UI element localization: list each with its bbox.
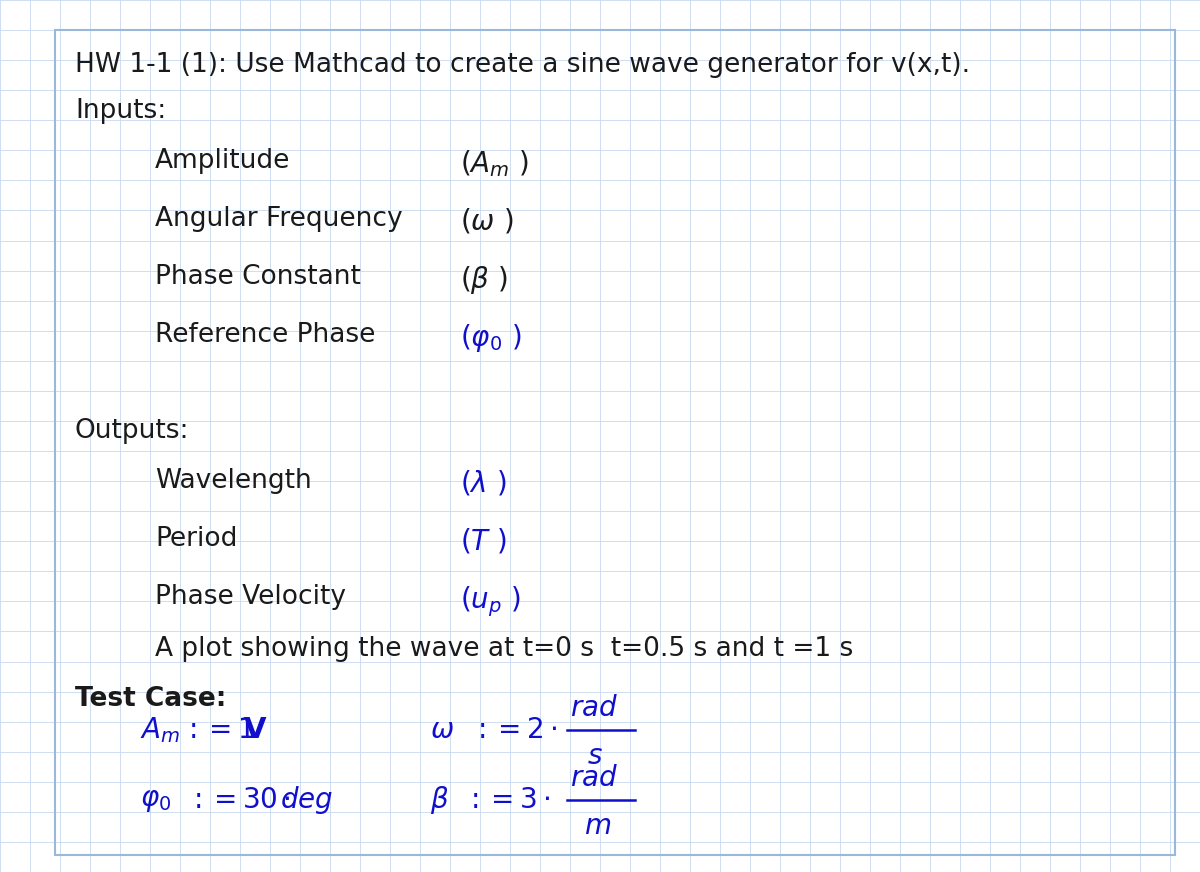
Text: HW 1-1 (1): Use Mathcad to create a sine wave generator for v(x,t).: HW 1-1 (1): Use Mathcad to create a sine… xyxy=(74,52,970,78)
Text: $\mathbf{\mathit{s}}$: $\mathbf{\mathit{s}}$ xyxy=(587,742,602,770)
Text: Inputs:: Inputs: xyxy=(74,98,167,124)
Text: $\mathbf{V}$: $\mathbf{V}$ xyxy=(242,716,268,744)
Text: $( \beta\ )$: $( \beta\ )$ xyxy=(460,264,508,296)
Text: Phase Constant: Phase Constant xyxy=(155,264,361,290)
Text: $( u_p\ )$: $( u_p\ )$ xyxy=(460,584,521,618)
Text: Outputs:: Outputs: xyxy=(74,418,190,444)
Text: $:= 2\cdot$: $:= 2\cdot$ xyxy=(472,716,557,744)
Text: $\mathbf{\mathit{rad}}$: $\mathbf{\mathit{rad}}$ xyxy=(570,764,618,792)
Text: $A_m$: $A_m$ xyxy=(140,715,180,745)
Text: $\mathbf{\mathit{deg}}$: $\mathbf{\mathit{deg}}$ xyxy=(280,784,334,816)
Text: $\varphi_0$: $\varphi_0$ xyxy=(140,786,172,814)
Text: $( A_m\ )$: $( A_m\ )$ xyxy=(460,148,529,179)
Text: Amplitude: Amplitude xyxy=(155,148,290,174)
Text: Period: Period xyxy=(155,526,238,552)
Text: $( \varphi_0\ )$: $( \varphi_0\ )$ xyxy=(460,322,522,354)
Text: $( \lambda\ )$: $( \lambda\ )$ xyxy=(460,468,506,497)
Text: $\mathbf{\mathit{rad}}$: $\mathbf{\mathit{rad}}$ xyxy=(570,694,618,722)
Text: $:= 3\cdot$: $:= 3\cdot$ xyxy=(466,786,550,814)
Text: $( T\ )$: $( T\ )$ xyxy=(460,526,508,555)
Text: $:= 1$: $:= 1$ xyxy=(182,716,254,744)
Text: Test Case:: Test Case: xyxy=(74,686,227,712)
Text: $( \omega\ )$: $( \omega\ )$ xyxy=(460,206,514,235)
Text: $\mathbf{\mathit{m}}$: $\mathbf{\mathit{m}}$ xyxy=(584,812,611,840)
Text: $\beta$: $\beta$ xyxy=(430,784,449,816)
Text: Wavelength: Wavelength xyxy=(155,468,312,494)
Text: Reference Phase: Reference Phase xyxy=(155,322,376,348)
Text: $:= 30\cdot$: $:= 30\cdot$ xyxy=(188,786,290,814)
Text: $\omega$: $\omega$ xyxy=(430,716,454,744)
Text: Angular Frequency: Angular Frequency xyxy=(155,206,403,232)
Text: A plot showing the wave at t=0 s  t=0.5 s and t =1 s: A plot showing the wave at t=0 s t=0.5 s… xyxy=(155,636,853,662)
Text: Phase Velocity: Phase Velocity xyxy=(155,584,346,610)
